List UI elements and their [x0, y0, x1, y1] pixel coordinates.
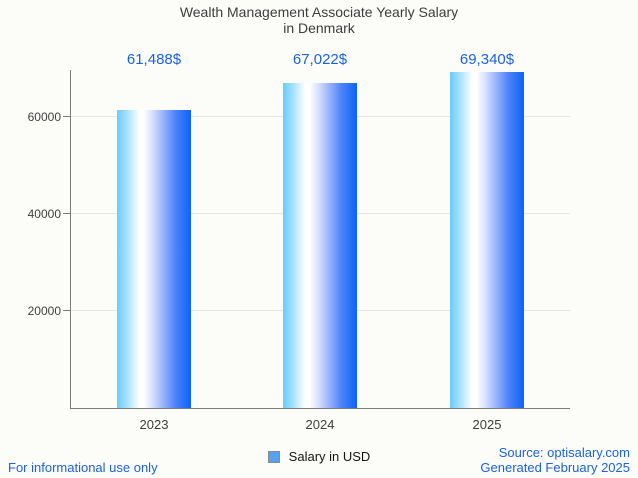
chart-title-line2: in Denmark — [283, 20, 355, 36]
xtick-label-2024: 2024 — [305, 417, 335, 432]
plot-area: 20000 40000 60000 61,488$ 2023 67,022$ 2024 69,… — [28, 52, 570, 432]
ytick-mark-40000 — [63, 213, 70, 214]
source-block: Source: optisalary.com Generated Februar… — [480, 445, 630, 475]
value-label-2025: 69,340$ — [459, 51, 515, 68]
disclaimer-text: For informational use only — [8, 460, 158, 475]
legend: Salary in USD — [0, 449, 638, 464]
value-label-2024: 67,022$ — [292, 51, 348, 68]
xtick-label-2023: 2023 — [139, 417, 169, 432]
chart-title: Wealth Management Associate Yearly Salar… — [0, 4, 638, 36]
ytick-label-40000: 40000 — [27, 207, 61, 221]
bar-2023 — [117, 110, 191, 408]
source-text: Source: optisalary.com — [498, 445, 630, 460]
legend-marker-square-icon — [267, 450, 280, 463]
bar-2024 — [283, 83, 357, 408]
bar-2025 — [450, 72, 524, 408]
ytick-mark-60000 — [63, 116, 70, 117]
chart-title-line1: Wealth Management Associate Yearly Salar… — [179, 4, 459, 20]
xtick-label-2025: 2025 — [472, 417, 502, 432]
generated-text: Generated February 2025 — [480, 460, 630, 475]
ytick-mark-20000 — [63, 310, 70, 311]
ytick-label-20000: 20000 — [27, 304, 61, 318]
ytick-label-60000: 60000 — [27, 110, 61, 124]
legend-label: Salary in USD — [288, 449, 371, 464]
value-label-2023: 61,488$ — [126, 51, 182, 68]
